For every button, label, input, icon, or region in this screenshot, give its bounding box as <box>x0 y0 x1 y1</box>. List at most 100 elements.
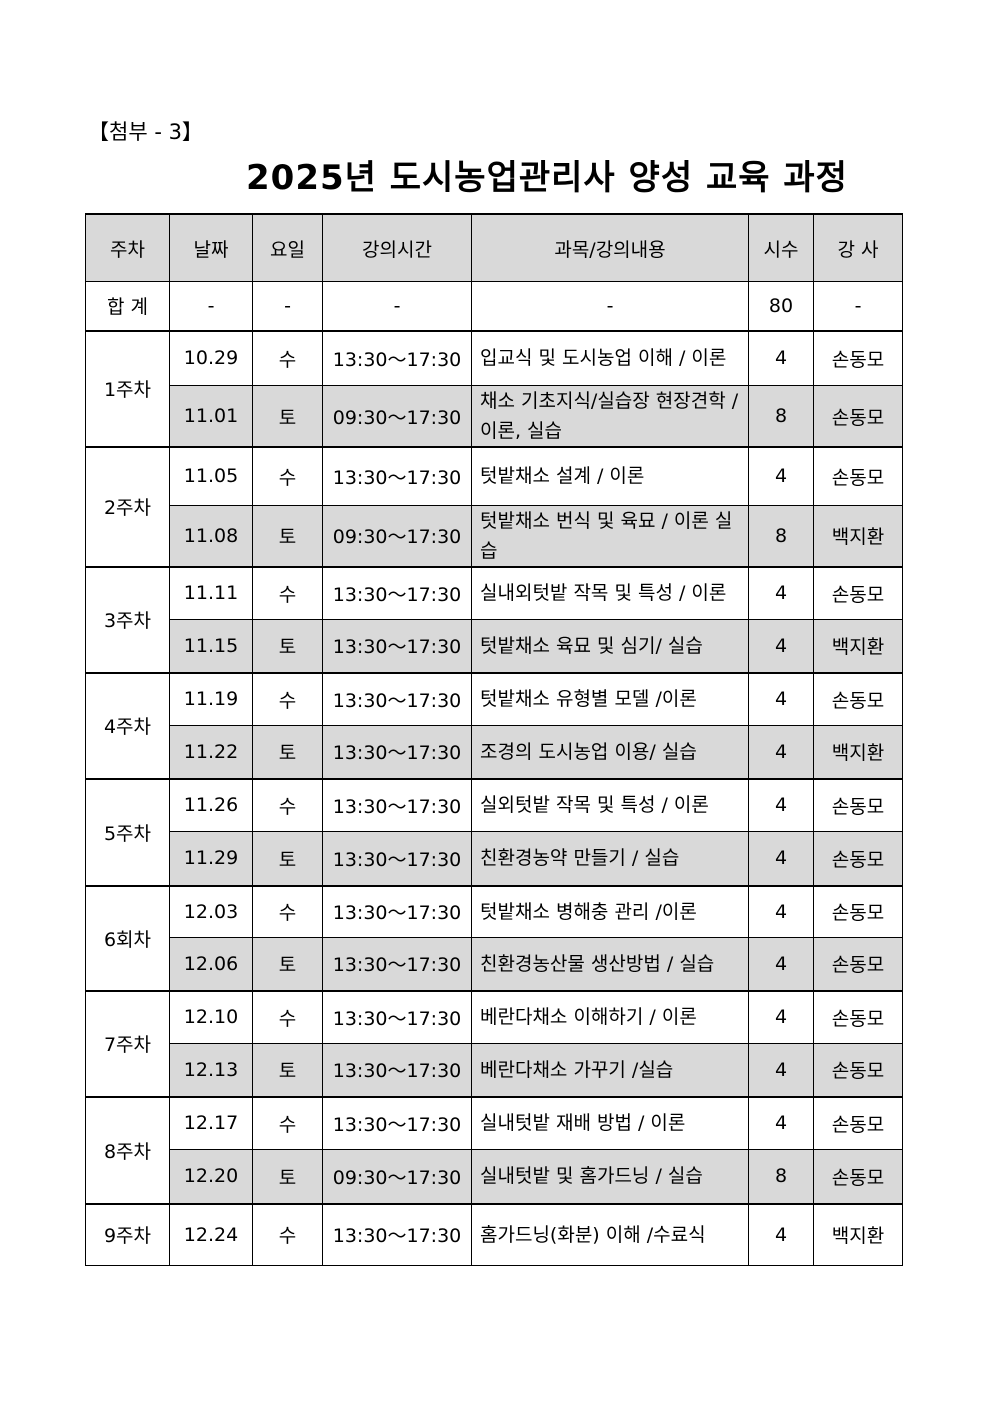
table-row: 12.06 토 13:30～17:30 친환경농산물 생산방법 / 실습 4 손동모 <box>86 937 903 991</box>
table-row: 7주차 12.10 수 13:30～17:30 베란다채소 이해하기 / 이론 4 손동모 <box>85 989 903 1097</box>
total-row: 합 계 - - - - 80 - <box>85 281 903 331</box>
cell-instructor: 백지환 <box>813 1202 903 1266</box>
cell-time: 13:30～17:30 <box>322 671 472 726</box>
cell-day: 토 <box>252 1149 323 1204</box>
cell-time: 13:30～17:30 <box>322 1202 472 1266</box>
cell-date: 11.08 <box>169 504 253 567</box>
cell-subject: 텃밭채소 병해충 관리 /이론 <box>471 884 749 938</box>
cell-time: 13:30～17:30 <box>322 619 472 673</box>
total-instructor: - <box>813 281 903 331</box>
cell-subject: 텃밭채소 설계 / 이론 <box>471 446 749 506</box>
cell-date: 10.29 <box>169 329 253 386</box>
cell-time: 13:30～17:30 <box>322 329 472 386</box>
cell-instructor: 손동모 <box>813 446 903 506</box>
cell-instructor: 손동모 <box>813 777 903 832</box>
week-label: 8주차 <box>85 1095 170 1204</box>
table-row: 9주차 12.24 수 13:30～17:30 홈가드닝(화분) 이해 /수료식 4 백지환 <box>85 1202 903 1266</box>
cell-instructor: 손동모 <box>813 989 903 1044</box>
cell-time: 09:30～17:30 <box>322 385 472 448</box>
cell-instructor: 백지환 <box>813 504 903 567</box>
total-hours: 80 <box>748 281 814 331</box>
cell-day: 수 <box>252 777 323 832</box>
cell-date: 12.20 <box>169 1149 253 1204</box>
cell-instructor: 손동모 <box>813 1149 903 1204</box>
cell-time: 09:30～17:30 <box>322 1149 472 1204</box>
cell-date: 11.22 <box>169 725 253 779</box>
cell-day: 수 <box>252 671 323 726</box>
cell-subject: 홈가드닝(화분) 이해 /수료식 <box>471 1202 749 1266</box>
total-label: 합 계 <box>85 281 170 331</box>
cell-date: 11.15 <box>169 619 253 673</box>
table-row: 2주차 11.05 수 13:30～17:30 텃밭채소 설계 / 이론 4 손동모 <box>85 446 903 567</box>
cell-time: 09:30～17:30 <box>322 504 472 567</box>
cell-day: 토 <box>252 831 323 886</box>
cell-date: 12.03 <box>169 884 253 938</box>
cell-date: 12.06 <box>169 937 253 991</box>
header-subject: 과목/강의내용 <box>471 213 749 282</box>
cell-subject: 친환경농약 만들기 / 실습 <box>471 831 749 886</box>
cell-instructor: 손동모 <box>813 329 903 386</box>
cell-instructor: 손동모 <box>813 1043 903 1097</box>
table-row: 12.13 토 13:30～17:30 베란다채소 가꾸기 /실습 4 손동모 <box>86 1043 903 1097</box>
total-day: - <box>252 281 323 331</box>
cell-hours: 4 <box>748 831 814 886</box>
table-row: 5주차 11.26 수 13:30～17:30 실외텃밭 작목 및 특성 / 이론 4 손동… <box>85 777 903 886</box>
cell-hours: 4 <box>748 884 814 938</box>
week-label: 7주차 <box>85 989 170 1097</box>
week-label: 5주차 <box>85 777 170 886</box>
cell-day: 수 <box>252 1202 323 1266</box>
cell-date: 12.10 <box>169 989 253 1044</box>
schedule-table: 주차 날짜 요일 강의시간 과목/강의내용 시수 강 사 합 계 - - - -… <box>85 213 903 1266</box>
table-row: 11.29 토 13:30～17:30 친환경농약 만들기 / 실습 4 손동모 <box>86 831 903 886</box>
cell-hours: 4 <box>748 725 814 779</box>
cell-time: 13:30～17:30 <box>322 725 472 779</box>
header-instructor: 강 사 <box>813 213 903 282</box>
cell-time: 13:30～17:30 <box>322 565 472 620</box>
page-title: 2025년 도시농업관리사 양성 교육 과정 <box>246 158 848 198</box>
cell-day: 토 <box>252 385 323 448</box>
table-row: 8주차 12.17 수 13:30～17:30 실내텃밭 재배 방법 / 이론 4 손동모 <box>85 1095 903 1204</box>
week-label: 9주차 <box>85 1202 170 1266</box>
cell-hours: 4 <box>748 565 814 620</box>
cell-subject: 실내텃밭 재배 방법 / 이론 <box>471 1095 749 1150</box>
week-label: 3주차 <box>85 565 170 673</box>
cell-day: 수 <box>252 565 323 620</box>
cell-hours: 4 <box>748 446 814 506</box>
cell-instructor: 손동모 <box>813 884 903 938</box>
cell-hours: 4 <box>748 1202 814 1266</box>
cell-hours: 4 <box>748 671 814 726</box>
table-row: 4주차 11.19 수 13:30～17:30 텃밭채소 유형별 모델 /이론 4 손동모 <box>85 671 903 779</box>
cell-time: 13:30～17:30 <box>322 1043 472 1097</box>
cell-date: 12.17 <box>169 1095 253 1150</box>
cell-time: 13:30～17:30 <box>322 989 472 1044</box>
cell-hours: 8 <box>748 1149 814 1204</box>
table-row: 6회차 12.03 수 13:30～17:30 텃밭채소 병해충 관리 /이론 4 손동모 <box>85 884 903 991</box>
cell-subject: 입교식 및 도시농업 이해 / 이론 <box>471 329 749 386</box>
table-row: 11.01 토 09:30～17:30 채소 기초지식/실습장 현장견학 / 이론, … <box>86 385 903 448</box>
cell-day: 수 <box>252 446 323 506</box>
cell-subject: 베란다채소 이해하기 / 이론 <box>471 989 749 1044</box>
total-time: - <box>322 281 472 331</box>
cell-instructor: 백지환 <box>813 725 903 779</box>
cell-subject: 텃밭채소 유형별 모델 /이론 <box>471 671 749 726</box>
cell-time: 13:30～17:30 <box>322 1095 472 1150</box>
header-day: 요일 <box>252 213 323 282</box>
cell-subject: 친환경농산물 생산방법 / 실습 <box>471 937 749 991</box>
cell-hours: 4 <box>748 1095 814 1150</box>
cell-hours: 4 <box>748 937 814 991</box>
cell-day: 토 <box>252 1043 323 1097</box>
cell-subject: 텃밭채소 육묘 및 심기/ 실습 <box>471 619 749 673</box>
cell-hours: 4 <box>748 619 814 673</box>
header-week: 주차 <box>85 213 170 282</box>
cell-hours: 8 <box>748 385 814 448</box>
cell-instructor: 손동모 <box>813 937 903 991</box>
cell-time: 13:30～17:30 <box>322 884 472 938</box>
cell-date: 11.19 <box>169 671 253 726</box>
header-date: 날짜 <box>169 213 253 282</box>
cell-time: 13:30～17:30 <box>322 777 472 832</box>
cell-day: 토 <box>252 619 323 673</box>
cell-instructor: 손동모 <box>813 1095 903 1150</box>
cell-subject: 실외텃밭 작목 및 특성 / 이론 <box>471 777 749 832</box>
cell-time: 13:30～17:30 <box>322 937 472 991</box>
table-row: 1주차 10.29 수 13:30～17:30 입교식 및 도시농업 이해 / 이론 4 손… <box>85 329 903 448</box>
